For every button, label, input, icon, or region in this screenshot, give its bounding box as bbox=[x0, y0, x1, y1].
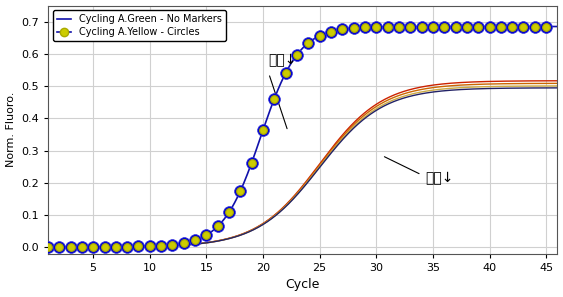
Text: 乙型↓: 乙型↓ bbox=[269, 53, 297, 67]
Y-axis label: Norm. Fluoro.: Norm. Fluoro. bbox=[6, 92, 16, 168]
Text: 甲型↓: 甲型↓ bbox=[425, 171, 453, 185]
Legend: Cycling A.Green - No Markers, Cycling A.Yellow - Circles: Cycling A.Green - No Markers, Cycling A.… bbox=[53, 10, 226, 41]
X-axis label: Cycle: Cycle bbox=[285, 279, 320, 291]
